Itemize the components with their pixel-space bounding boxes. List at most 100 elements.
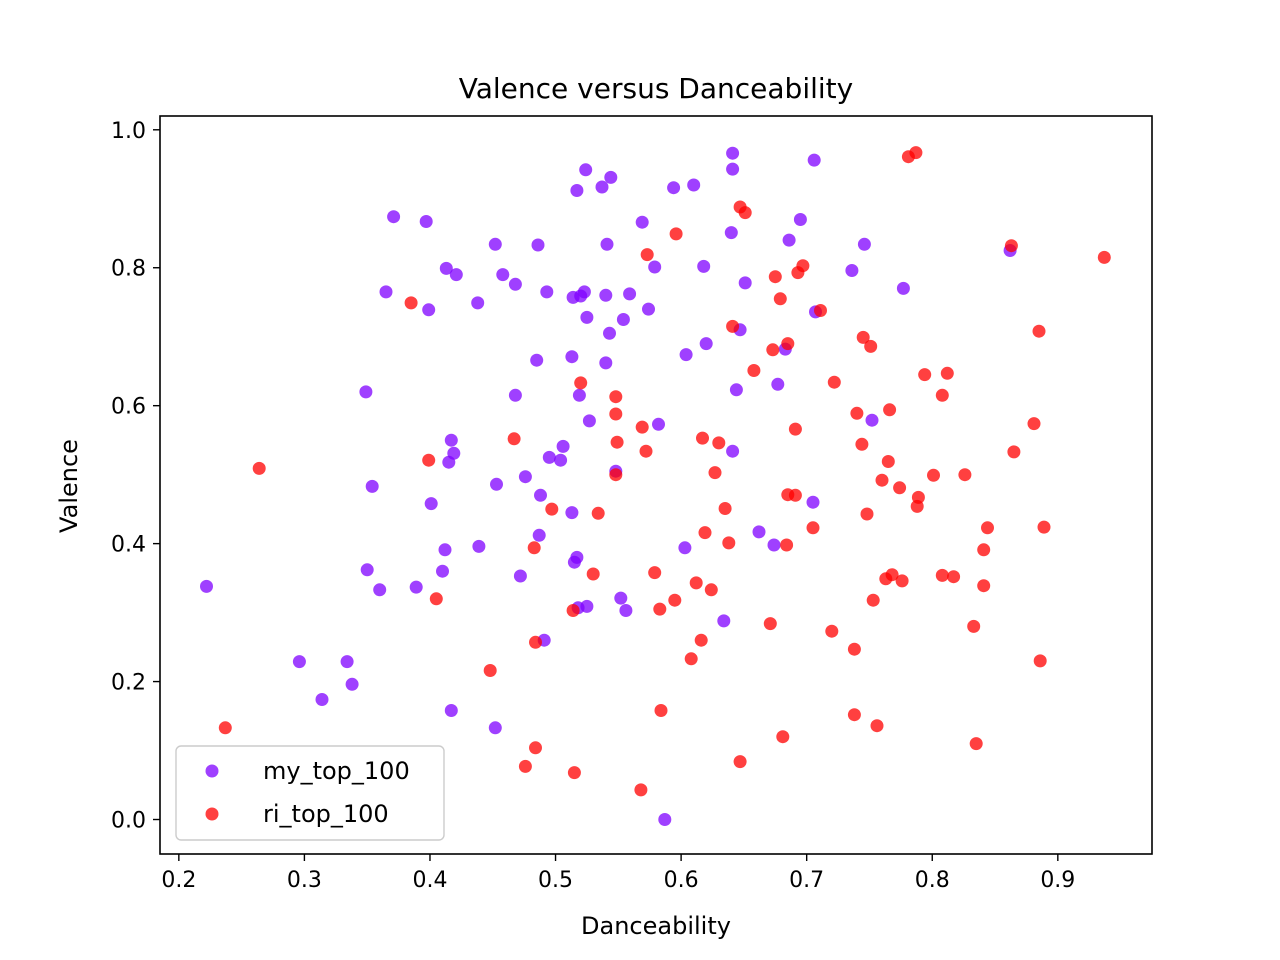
point-ri-top-100-29 — [669, 227, 683, 241]
point-ri-top-100-40 — [726, 319, 740, 333]
point-ri-top-100-31 — [689, 576, 703, 590]
point-my-top-100-63 — [614, 591, 628, 605]
point-my-top-100-98 — [896, 281, 910, 295]
point-ri-top-100-4 — [429, 592, 443, 606]
y-tick-label-0: 0.0 — [111, 809, 146, 834]
point-ri-top-100-36 — [708, 466, 722, 480]
point-ri-top-100-56 — [796, 259, 810, 273]
point-ri-top-100-19 — [609, 468, 623, 482]
point-ri-top-100-0 — [218, 721, 232, 735]
point-my-top-100-88 — [771, 377, 785, 391]
point-ri-top-100-91 — [977, 579, 991, 593]
point-ri-top-100-5 — [483, 664, 497, 677]
point-ri-top-100-75 — [893, 481, 907, 495]
point-ri-top-100-11 — [545, 502, 559, 516]
point-ri-top-100-96 — [1032, 324, 1046, 338]
point-my-top-100-14 — [424, 497, 438, 511]
point-my-top-100-61 — [604, 170, 618, 184]
point-ri-top-100-41 — [733, 755, 747, 769]
point-my-top-100-95 — [845, 264, 859, 277]
point-ri-top-100-34 — [698, 526, 712, 540]
point-my-top-100-32 — [518, 470, 532, 484]
point-my-top-100-27 — [490, 477, 503, 491]
point-ri-top-100-44 — [747, 364, 761, 377]
point-ri-top-100-98 — [1037, 520, 1051, 534]
point-ri-top-100-12 — [566, 604, 580, 617]
point-ri-top-100-48 — [773, 292, 787, 306]
point-my-top-100-16 — [438, 543, 452, 557]
point-my-top-100-69 — [648, 260, 662, 274]
x-tick-label-7: 0.9 — [1040, 868, 1075, 893]
point-my-top-100-34 — [531, 238, 545, 252]
point-ri-top-100-86 — [947, 570, 961, 584]
point-ri-top-100-26 — [653, 602, 667, 616]
point-my-top-100-64 — [616, 313, 630, 326]
legend-label-my-top-100: my_top_100 — [263, 757, 410, 785]
point-my-top-100-3 — [340, 655, 354, 669]
point-ri-top-100-7 — [518, 759, 532, 773]
point-my-top-100-90 — [782, 233, 796, 247]
point-ri-top-100-6 — [507, 432, 521, 446]
point-ri-top-100-70 — [875, 473, 889, 487]
point-my-top-100-40 — [554, 453, 568, 467]
point-ri-top-100-63 — [850, 406, 864, 420]
point-ri-top-100-45 — [763, 617, 777, 631]
point-ri-top-100-37 — [712, 436, 726, 450]
point-my-top-100-41 — [556, 439, 570, 453]
point-ri-top-100-27 — [654, 704, 668, 717]
point-ri-top-100-15 — [586, 567, 600, 581]
point-my-top-100-80 — [726, 444, 740, 458]
y-axis-ticks: 0.0 0.2 0.4 0.6 0.8 1.0 — [111, 119, 160, 834]
point-my-top-100-54 — [580, 599, 594, 613]
y-tick-label-2: 0.4 — [111, 533, 146, 558]
point-ri-top-100-22 — [635, 420, 649, 434]
legend-marker-ri-top-100 — [205, 807, 219, 821]
point-ri-top-100-68 — [866, 593, 880, 607]
point-ri-top-100-95 — [1027, 417, 1041, 431]
chart-title: Valence versus Danceability — [459, 72, 853, 105]
point-ri-top-100-32 — [694, 633, 708, 647]
point-my-top-100-29 — [508, 277, 522, 291]
point-ri-top-100-30 — [684, 652, 698, 666]
point-my-top-100-11 — [409, 580, 423, 594]
point-my-top-100-72 — [667, 181, 681, 195]
series-ri-top-100 — [218, 146, 1111, 797]
point-my-top-100-7 — [365, 479, 379, 493]
point-ri-top-100-76 — [895, 574, 909, 588]
point-ri-top-100-25 — [648, 566, 662, 580]
point-ri-top-100-88 — [967, 619, 981, 633]
point-ri-top-100-73 — [883, 403, 897, 417]
legend-marker-my-top-100 — [205, 764, 219, 778]
point-ri-top-100-54 — [788, 488, 802, 502]
point-ri-top-100-81 — [918, 368, 932, 382]
point-my-top-100-51 — [577, 285, 591, 299]
point-my-top-100-8 — [373, 583, 387, 597]
point-ri-top-100-92 — [981, 521, 994, 535]
x-tick-label-0: 0.2 — [161, 868, 196, 893]
point-my-top-100-77 — [699, 337, 713, 351]
point-ri-top-100-43 — [738, 206, 752, 220]
point-ri-top-100-94 — [1007, 445, 1021, 459]
point-my-top-100-87 — [767, 538, 781, 552]
point-ri-top-100-24 — [640, 248, 654, 262]
y-tick-label-3: 0.6 — [111, 395, 146, 420]
point-ri-top-100-38 — [718, 502, 732, 515]
point-ri-top-100-66 — [860, 507, 874, 521]
point-my-top-100-21 — [447, 446, 461, 460]
point-my-top-100-85 — [738, 276, 752, 290]
point-ri-top-100-60 — [827, 375, 841, 389]
point-my-top-100-12 — [419, 215, 433, 228]
point-my-top-100-36 — [534, 488, 547, 502]
point-my-top-100-0 — [200, 579, 213, 593]
point-ri-top-100-49 — [776, 730, 790, 744]
point-ri-top-100-53 — [788, 422, 802, 436]
point-ri-top-100-61 — [847, 708, 861, 722]
point-my-top-100-13 — [422, 303, 436, 317]
point-my-top-100-46 — [570, 184, 584, 197]
point-ri-top-100-35 — [704, 583, 718, 597]
point-my-top-100-83 — [729, 383, 743, 397]
legend-label-ri-top-100: ri_top_100 — [263, 800, 389, 828]
y-tick-label-5: 1.0 — [111, 119, 146, 144]
point-ri-top-100-2 — [404, 296, 418, 310]
